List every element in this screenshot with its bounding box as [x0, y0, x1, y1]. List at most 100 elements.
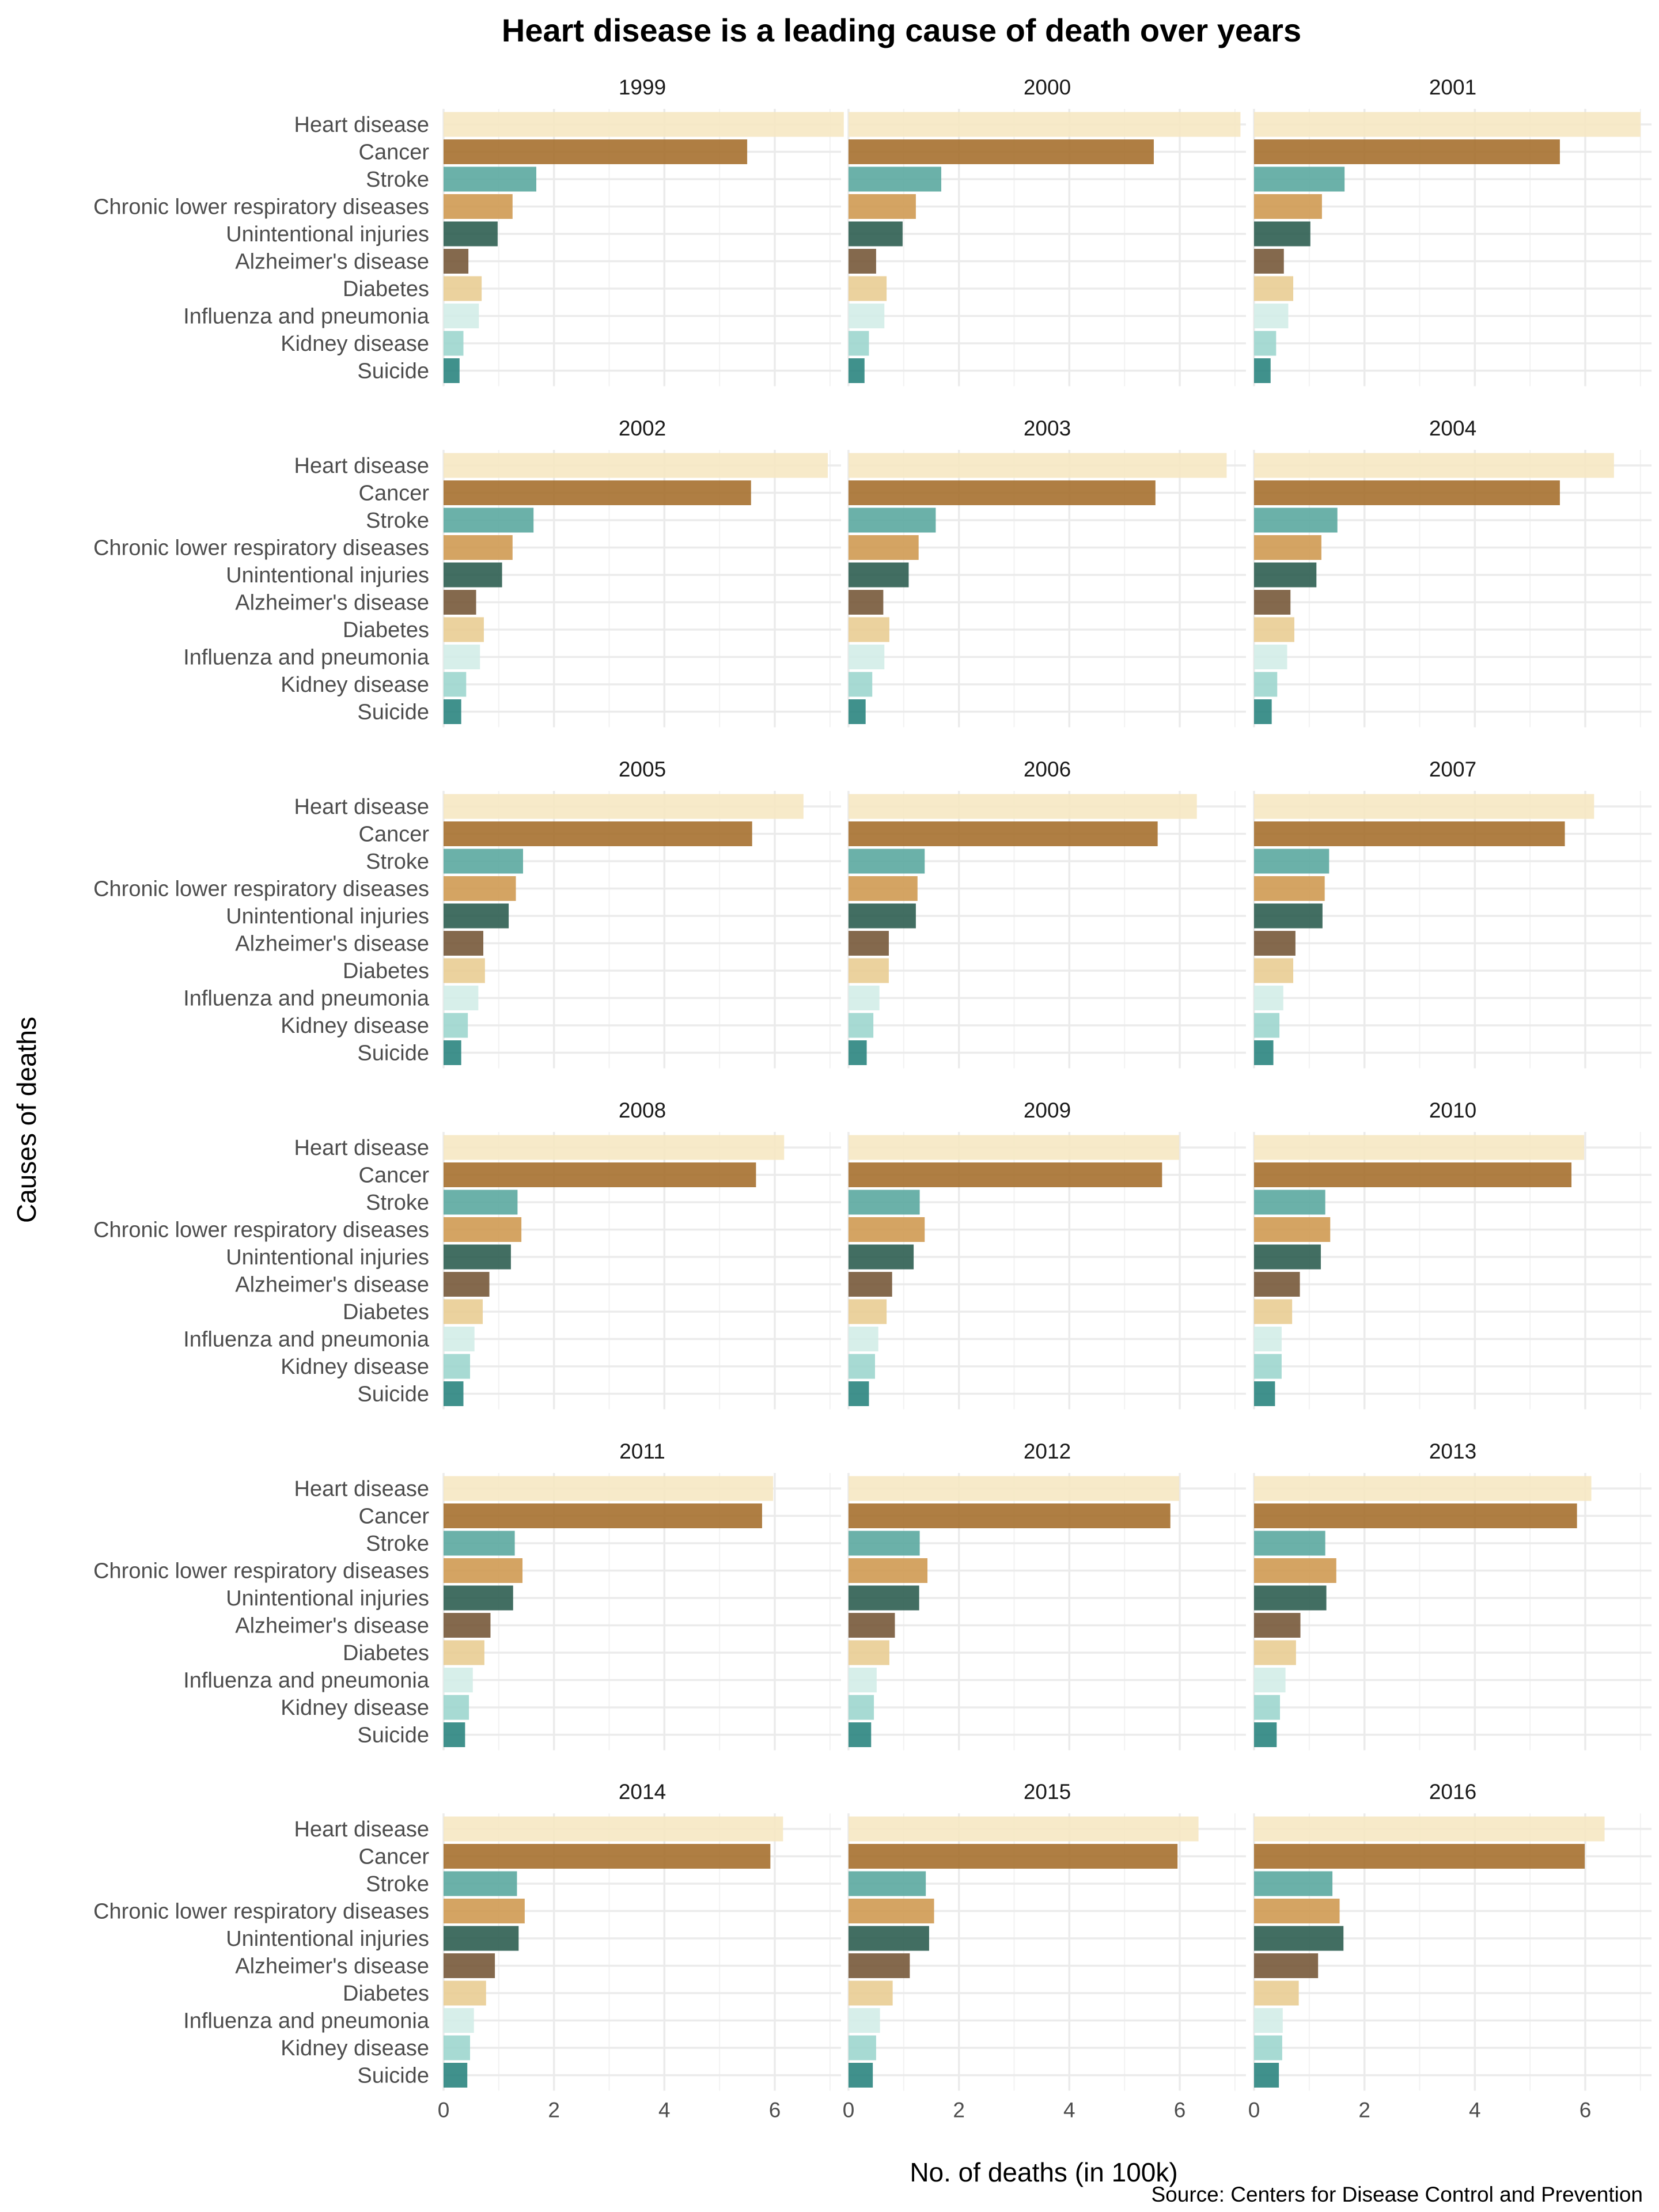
- y-tick-label: Alzheimer's disease: [235, 1273, 429, 1297]
- y-tick-label: Suicide: [357, 359, 429, 384]
- bar-2002-2: [444, 480, 751, 505]
- y-tick-label: Suicide: [357, 1724, 429, 1748]
- y-tick-label: Diabetes: [343, 618, 429, 642]
- y-tick-label: Unintentional injuries: [226, 904, 429, 929]
- bar-1999-4: [444, 194, 513, 219]
- bar-2003-9: [849, 672, 873, 697]
- bar-2012-7: [849, 1640, 889, 1665]
- facet-panel-2013: 2013: [1253, 1440, 1652, 1751]
- y-axis-title: Causes of deaths: [12, 1017, 41, 1223]
- y-tick-label: Alzheimer's disease: [235, 1955, 429, 1979]
- bar-2015-9: [849, 2035, 876, 2061]
- bar-2006-5: [849, 903, 916, 929]
- bar-2004-10: [1254, 699, 1272, 724]
- x-tick-label: 6: [769, 2099, 781, 2122]
- y-tick-label: Heart disease: [294, 454, 429, 478]
- facet-strip-label: 2005: [619, 757, 666, 781]
- bar-2000-8: [849, 304, 885, 328]
- bar-2000-4: [849, 194, 916, 219]
- bar-2000-1: [849, 112, 1241, 137]
- bar-2006-6: [849, 931, 889, 956]
- y-tick-label: Influenza and pneumonia: [183, 646, 430, 670]
- y-tick-label: Heart disease: [294, 1136, 429, 1160]
- bar-2006-3: [849, 849, 925, 874]
- facet-strip-label: 2000: [1024, 75, 1071, 99]
- y-tick-label: Stroke: [366, 168, 429, 192]
- bar-2007-10: [1254, 1040, 1274, 1065]
- bar-2001-4: [1254, 194, 1322, 219]
- facet-panel-2007: 2007: [1253, 757, 1652, 1069]
- bar-2002-5: [444, 562, 502, 588]
- facet-panel-2011: 2011 Heart disease Cancer Stroke Chronic low…: [93, 1440, 841, 1751]
- bar-2002-4: [444, 535, 513, 560]
- bar-2013-1: [1254, 1476, 1592, 1501]
- bar-2014-6: [444, 1953, 495, 1978]
- facet-strip-label: 2004: [1429, 416, 1476, 440]
- y-tick-label: Influenza and pneumonia: [183, 1669, 430, 1693]
- bar-2008-2: [444, 1162, 756, 1187]
- facet-strip-label: 2013: [1429, 1440, 1476, 1463]
- bar-2016-1: [1254, 1816, 1605, 1842]
- facet-strip-label: 2016: [1429, 1780, 1476, 1804]
- y-tick-label: Unintentional injuries: [226, 1927, 429, 1951]
- bar-2001-5: [1254, 221, 1310, 247]
- x-tick-label: 2: [548, 2099, 560, 2122]
- bar-2001-8: [1254, 304, 1289, 328]
- bar-1999-7: [444, 276, 482, 301]
- bar-2016-6: [1254, 1953, 1319, 1978]
- bar-2004-2: [1254, 480, 1560, 505]
- y-tick-label: Cancer: [359, 482, 430, 506]
- facet-panel-2010: 2010: [1253, 1099, 1652, 1410]
- y-tick-label: Unintentional injuries: [226, 563, 429, 588]
- bar-2015-1: [849, 1816, 1199, 1842]
- bar-2010-6: [1254, 1272, 1300, 1297]
- facet-panel-2014: 2014 Heart disease Cancer Stroke Chronic low…: [93, 1780, 841, 2122]
- bar-1999-9: [444, 331, 464, 356]
- bar-2015-2: [849, 1844, 1178, 1869]
- y-tick-label: Diabetes: [343, 277, 429, 301]
- y-tick-label: Kidney disease: [281, 1014, 429, 1038]
- bar-2002-8: [444, 645, 480, 669]
- bar-2000-6: [849, 249, 876, 274]
- y-tick-label: Heart disease: [294, 1477, 429, 1501]
- bar-2014-7: [444, 1980, 486, 2006]
- bar-2002-3: [444, 507, 534, 533]
- y-tick-label: Cancer: [359, 1845, 430, 1869]
- facet-panel-2001: 2001: [1253, 75, 1652, 387]
- facet-panel-2004: 2004: [1253, 416, 1652, 728]
- bar-2010-4: [1254, 1217, 1331, 1242]
- bar-2003-7: [849, 617, 889, 642]
- bar-2012-6: [849, 1613, 895, 1638]
- x-tick-label: 2: [1358, 2099, 1370, 2122]
- chart-title: Heart disease is a leading cause of deat…: [502, 12, 1301, 48]
- facet-strip-label: 2001: [1429, 75, 1476, 99]
- facet-strip-label: 2008: [619, 1099, 666, 1122]
- bar-2000-3: [849, 166, 941, 192]
- bar-2015-8: [849, 2008, 880, 2033]
- facet-strip-label: 2009: [1024, 1099, 1071, 1122]
- y-tick-label: Diabetes: [343, 1982, 429, 2006]
- bar-2014-5: [444, 1926, 519, 1951]
- bar-2012-9: [849, 1695, 874, 1720]
- bar-2014-10: [444, 2063, 468, 2088]
- bar-2010-8: [1254, 1327, 1282, 1351]
- bar-2015-4: [849, 1899, 934, 1923]
- bar-2009-6: [849, 1272, 892, 1297]
- bar-2001-9: [1254, 331, 1277, 356]
- facet-strip-label: 2006: [1024, 757, 1071, 781]
- facet-panel-2008: 2008 Heart disease Cancer Stroke Chronic low…: [93, 1099, 841, 1410]
- bar-2001-3: [1254, 166, 1345, 192]
- bar-2009-7: [849, 1299, 887, 1324]
- y-tick-label: Alzheimer's disease: [235, 1614, 429, 1638]
- bar-2014-9: [444, 2035, 470, 2061]
- bar-2016-7: [1254, 1980, 1299, 2006]
- bar-2008-5: [444, 1244, 511, 1270]
- y-tick-label: Cancer: [359, 141, 430, 165]
- bar-1999-2: [444, 139, 748, 164]
- bar-1999-10: [444, 358, 460, 383]
- bar-2014-1: [444, 1816, 783, 1842]
- bar-2004-7: [1254, 617, 1294, 642]
- bar-2010-1: [1254, 1135, 1585, 1160]
- bar-2003-3: [849, 507, 936, 533]
- x-tick-label: 6: [1580, 2099, 1592, 2122]
